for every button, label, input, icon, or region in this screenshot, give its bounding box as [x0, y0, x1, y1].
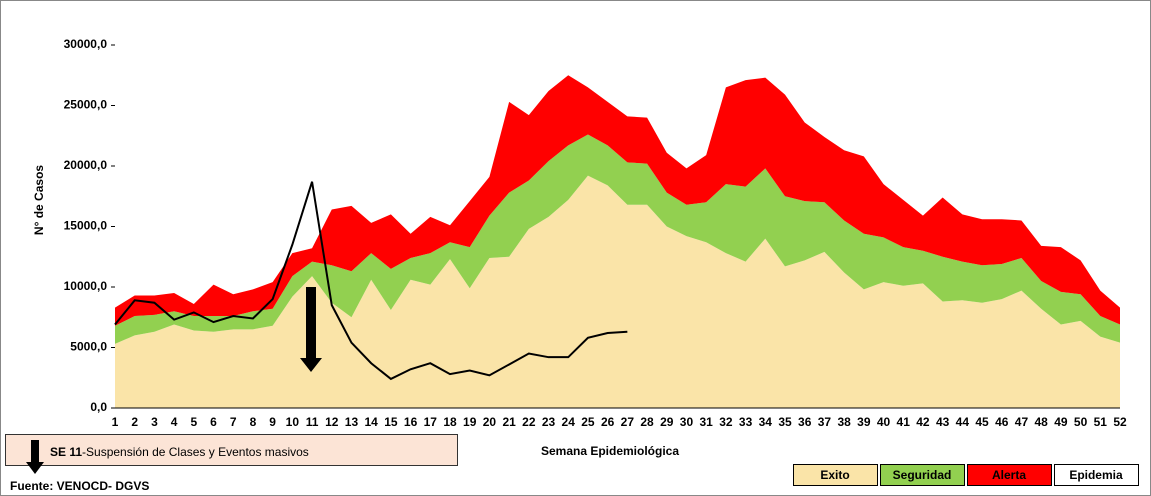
x-tick-label: 15: [384, 415, 398, 429]
event-arrow: [300, 287, 322, 372]
x-tick-label: 25: [581, 415, 595, 429]
y-axis-label: N° de Casos: [32, 165, 46, 235]
x-tick-label: 28: [640, 415, 654, 429]
line: [114, 181, 628, 381]
x-tick-label: 4: [171, 415, 178, 429]
x-tick-label: 14: [364, 415, 378, 429]
x-tick-label: 40: [877, 415, 891, 429]
x-tick-label: 12: [325, 415, 339, 429]
x-tick-label: 27: [621, 415, 635, 429]
x-tick-label: 1: [112, 415, 119, 429]
x-tick-label: 42: [916, 415, 930, 429]
x-tick-label: 13: [345, 415, 359, 429]
x-tick-label: 52: [1113, 415, 1127, 429]
x-tick-label: 32: [719, 415, 733, 429]
y-tick-label: 5000,0: [70, 340, 107, 354]
x-tick-label: 5: [190, 415, 197, 429]
annotation-arrow-icon: [26, 440, 44, 474]
x-tick-label: 21: [502, 415, 516, 429]
legend-swatch: [793, 464, 878, 486]
x-tick-label: 22: [522, 415, 536, 429]
legend-swatch: [967, 464, 1052, 486]
legend-label: Seguridad: [893, 468, 952, 482]
legend-label: Alerta: [992, 468, 1026, 482]
legend-label: Exito: [820, 468, 849, 482]
legend: Exito Seguridad Alerta Epidemia: [793, 464, 1139, 486]
x-tick-label: 46: [995, 415, 1009, 429]
x-tick-label: 2: [131, 415, 138, 429]
x-tick-label: 48: [1034, 415, 1048, 429]
x-tick-label: 23: [542, 415, 556, 429]
x-tick-label: 11: [306, 415, 319, 429]
x-tick-label: 17: [424, 415, 438, 429]
x-tick-label: 35: [778, 415, 792, 429]
x-tick-label: 7: [230, 415, 237, 429]
area: [115, 175, 1120, 408]
x-tick-label: 45: [975, 415, 989, 429]
x-tick-label: 19: [463, 415, 477, 429]
plot-area: 0,0 5000,0 10000,0 15000,0 20000,0 25000,0 300…: [64, 37, 1127, 429]
x-tick-label: 39: [857, 415, 871, 429]
y-tick-label: 10000,0: [64, 279, 108, 293]
x-tick-label: 43: [936, 415, 950, 429]
y-tick-label: 30000,0: [64, 37, 108, 51]
x-tick-label: 8: [250, 415, 257, 429]
x-tick-label: 47: [1015, 415, 1029, 429]
x-tick-label: 3: [151, 415, 158, 429]
area: [115, 134, 1120, 344]
source: Fuente: VENOCD- DGVS: [10, 479, 149, 493]
x-tick-label: 44: [956, 415, 970, 429]
x-tick-label: 33: [739, 415, 753, 429]
x-tick-label: 51: [1094, 415, 1108, 429]
x-tick-label: 38: [837, 415, 851, 429]
y-tick-label: 20000,0: [64, 158, 108, 172]
x-tick-label: 37: [818, 415, 832, 429]
legend-swatch: [1054, 464, 1139, 486]
x-tick-label: 9: [269, 415, 276, 429]
x-tick-label: 41: [897, 415, 911, 429]
x-tick-label: 20: [483, 415, 497, 429]
x-tick-label: 24: [562, 415, 576, 429]
x-tick-label: 10: [286, 415, 300, 429]
x-axis-label: Semana Epidemiológica: [541, 444, 679, 458]
x-tick-label: 26: [601, 415, 615, 429]
x-tick-label: 6: [210, 415, 217, 429]
annotation-text: -Suspensión de Clases y Eventos masivos: [82, 445, 309, 459]
x-tick-label: 36: [798, 415, 812, 429]
y-tick-label: 25000,0: [64, 98, 108, 112]
annotation-box: [5, 434, 458, 466]
x-tick-label: 30: [680, 415, 694, 429]
x-tick-label: 29: [660, 415, 674, 429]
y-tick-label: 15000,0: [64, 219, 108, 233]
x-tick-label: 31: [699, 415, 713, 429]
x-tick-label: 18: [443, 415, 457, 429]
area: [115, 75, 1120, 326]
annotation: SE 11-Suspensión de Clases y Eventos mas…: [50, 445, 309, 459]
legend-label: Epidemia: [1069, 468, 1123, 482]
annotation-week: SE 11: [50, 445, 82, 459]
x-tick-label: 50: [1074, 415, 1088, 429]
x-tick-label: 16: [404, 415, 418, 429]
x-tick-label: 49: [1054, 415, 1068, 429]
legend-swatch: [880, 464, 965, 486]
x-tick-label: 34: [759, 415, 773, 429]
y-tick-label: 0,0: [90, 400, 107, 414]
